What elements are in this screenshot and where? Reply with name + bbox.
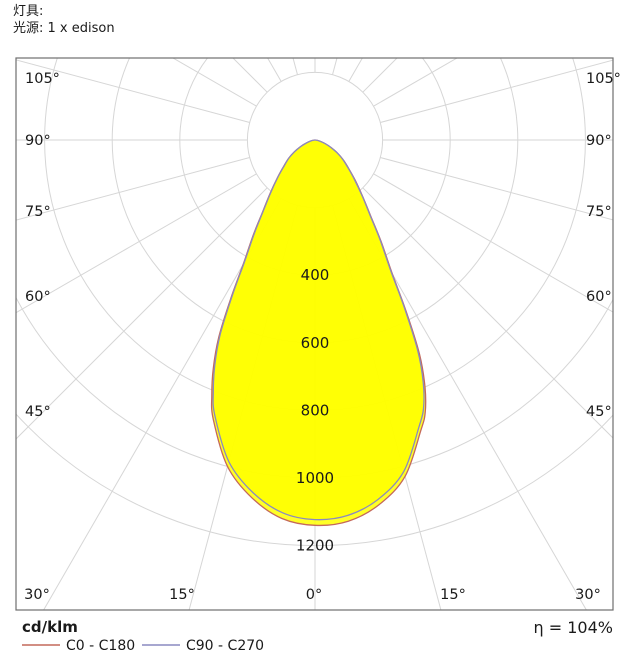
ring-label-800: 800 [301, 401, 330, 419]
ring-label-400: 400 [301, 266, 330, 284]
angle-label-right-75: 75° [586, 204, 612, 220]
grid-ray-195 [82, 0, 297, 75]
ring-label-600: 600 [301, 334, 330, 352]
legend-label-c90: C90 - C270 [186, 638, 264, 654]
grid-ray-105 [380, 0, 629, 123]
angle-label-bottom-3: 15° [440, 587, 466, 603]
angle-label-left-45: 45° [25, 404, 51, 420]
header-lamp-label: 光源: 1 x edison [13, 21, 115, 36]
angle-label-left-90: 90° [25, 133, 51, 149]
distribution-curves [212, 140, 426, 525]
angle-label-right-60: 60° [586, 289, 612, 305]
ring-label-1000: 1000 [296, 469, 334, 487]
grid-ray-75 [380, 158, 629, 373]
angle-label-right-45: 45° [586, 404, 612, 420]
ring-label-1200: 1200 [296, 537, 334, 555]
angle-label-bottom-2: 0° [306, 587, 322, 603]
grid-ray-150 [349, 0, 629, 82]
grid-ray-285 [0, 158, 250, 373]
efficiency-label: η = 104% [534, 618, 613, 637]
angle-label-bottom-0: 30° [24, 587, 50, 603]
legend-label-c0: C0 - C180 [66, 638, 135, 654]
angle-label-right-105: 105° [586, 71, 621, 87]
grid-ray-165 [333, 0, 548, 75]
header-luminaire-label: 灯具: [13, 4, 43, 19]
unit-label: cd/klm [22, 618, 78, 636]
angle-label-right-90: 90° [586, 133, 612, 149]
angle-label-left-75: 75° [25, 204, 51, 220]
angle-label-bottom-4: 30° [575, 587, 601, 603]
c90-c270-curve [213, 140, 424, 520]
angle-label-left-105: 105° [25, 71, 60, 87]
angle-label-left-60: 60° [25, 289, 51, 305]
angle-label-bottom-1: 15° [169, 587, 195, 603]
